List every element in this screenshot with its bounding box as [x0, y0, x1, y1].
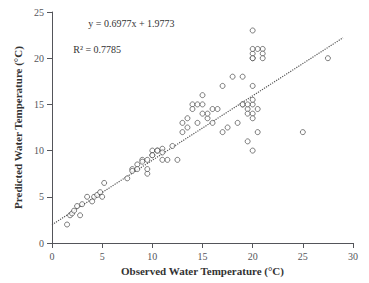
svg-text:25: 25 — [34, 7, 44, 18]
svg-text:20: 20 — [248, 251, 258, 262]
svg-text:Observed Water Temperature (°C: Observed Water Temperature (°C) — [121, 265, 284, 278]
svg-text:0: 0 — [39, 238, 44, 249]
svg-text:30: 30 — [348, 251, 358, 262]
svg-text:15: 15 — [198, 251, 208, 262]
svg-text:10: 10 — [147, 251, 157, 262]
svg-text:25: 25 — [298, 251, 308, 262]
svg-text:R² = 0.7785: R² = 0.7785 — [73, 44, 121, 55]
svg-text:10: 10 — [34, 145, 44, 156]
svg-text:15: 15 — [34, 99, 44, 110]
svg-text:Predicted Water Temperature (°: Predicted Water Temperature (°C) — [12, 46, 25, 209]
svg-text:5: 5 — [100, 251, 105, 262]
svg-text:20: 20 — [34, 53, 44, 64]
svg-text:5: 5 — [39, 191, 44, 202]
svg-text:y = 0.6977x + 1.9773: y = 0.6977x + 1.9773 — [88, 18, 174, 29]
svg-text:0: 0 — [50, 251, 55, 262]
